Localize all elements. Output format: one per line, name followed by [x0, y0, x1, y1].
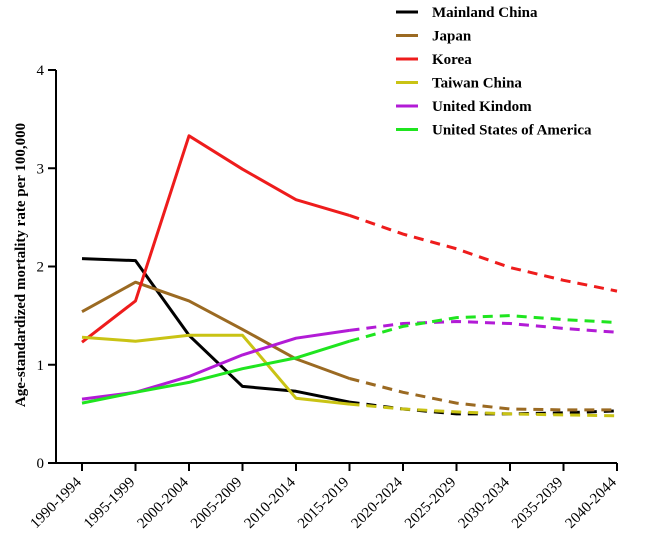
y-tick-label: 0	[37, 456, 45, 472]
series-line-projected	[349, 213, 618, 293]
series-line-observed	[81, 134, 350, 344]
series-line-observed	[81, 339, 350, 405]
series-line-observed	[81, 280, 351, 380]
x-tick-label: 2010-2014	[242, 474, 300, 532]
x-tick-label: 2005-2009	[188, 475, 245, 532]
x-ticks: 1990-19941995-19992000-20042005-20092010…	[28, 463, 621, 532]
x-tick-label: 1995-1999	[81, 475, 138, 532]
y-axis-title: Age-standardized mortality rate per 100,…	[13, 123, 29, 407]
legend: Mainland China Japan Korea Taiwan China Unit…	[396, 5, 592, 139]
y-ticks: 0 1 2 3 4	[37, 63, 56, 472]
x-tick-label: 1990-1994	[28, 474, 86, 532]
series-line-projected	[349, 402, 618, 418]
x-tick-label: 2035-2039	[509, 475, 566, 532]
series-line-projected	[349, 314, 618, 343]
x-tick-label: 2015-2019	[295, 475, 352, 532]
y-tick-label: 3	[37, 161, 45, 177]
y-tick-label: 2	[37, 260, 45, 276]
x-tick-label: 2000-2004	[135, 474, 193, 532]
legend-label: Mainland China	[432, 5, 538, 21]
y-tick-label: 1	[37, 358, 45, 374]
series-line-observed	[81, 257, 350, 404]
series-line-projected	[349, 319, 618, 334]
series-line-projected	[349, 377, 617, 412]
x-tick-label: 2020-2024	[349, 474, 407, 532]
series-layer	[81, 134, 618, 418]
series-line-observed	[81, 333, 350, 406]
legend-label: United Kindom	[432, 99, 532, 115]
x-tick-label: 2025-2029	[402, 475, 459, 532]
legend-label: United States of America	[432, 123, 592, 139]
legend-label: Taiwan China	[432, 76, 522, 92]
legend-label: Korea	[432, 52, 472, 68]
x-tick-label: 2040-2044	[563, 474, 621, 532]
legend-label: Japan	[432, 29, 472, 45]
y-tick-label: 4	[37, 63, 45, 79]
series-line-projected	[349, 400, 618, 416]
x-tick-label: 2030-2034	[456, 474, 514, 532]
